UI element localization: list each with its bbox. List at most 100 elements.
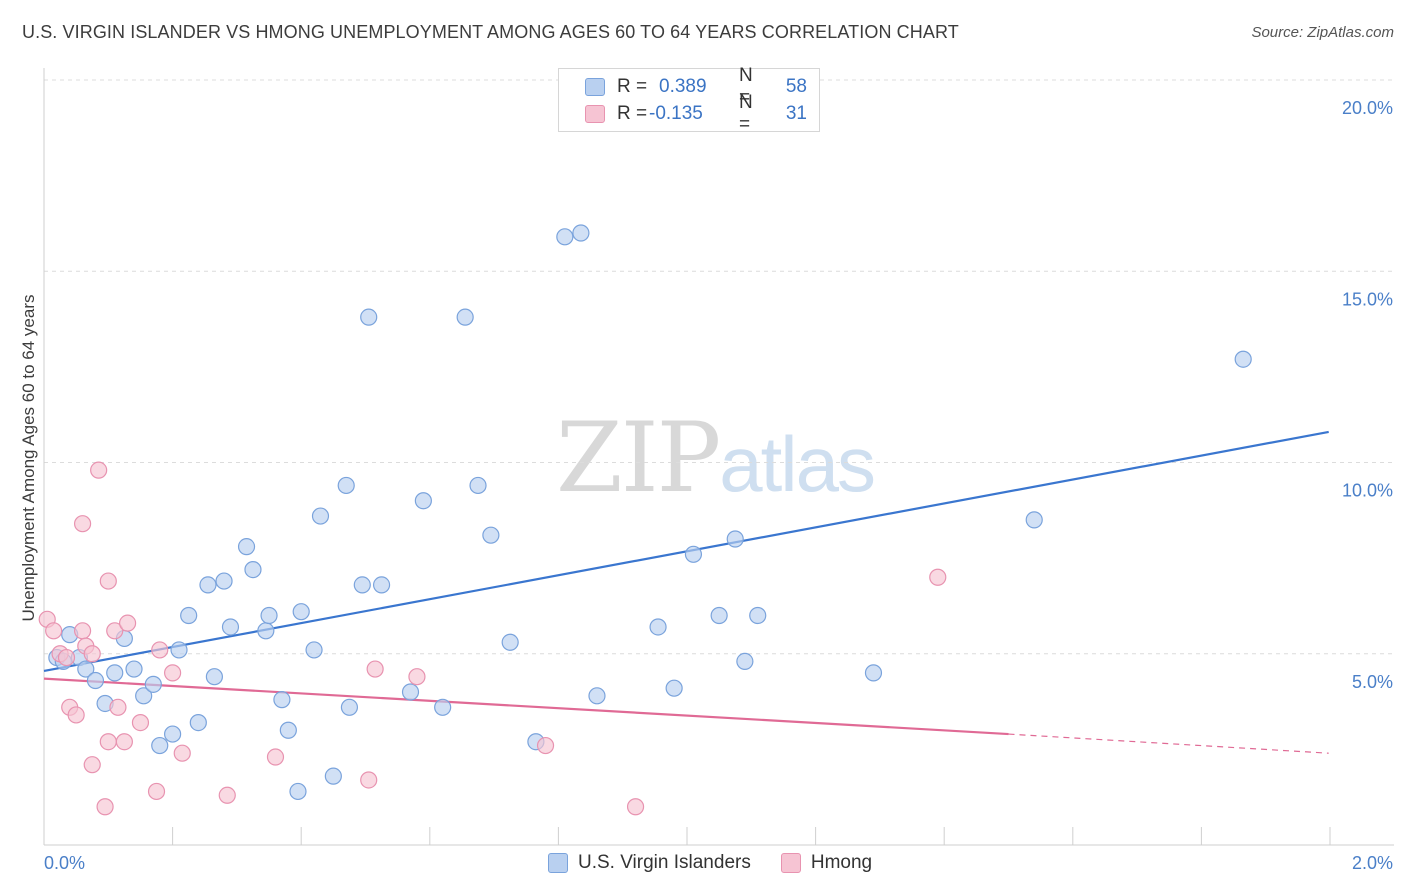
point-virgin-islanders bbox=[77, 660, 95, 678]
point-virgin-islanders bbox=[221, 618, 240, 636]
point-virgin-islanders bbox=[199, 576, 217, 594]
series-swatch-hmong bbox=[780, 853, 801, 873]
point-hmong bbox=[218, 786, 236, 804]
point-virgin-islanders bbox=[684, 545, 703, 563]
point-hmong bbox=[83, 756, 101, 774]
point-hmong bbox=[118, 614, 137, 632]
watermark-zip: ZIP bbox=[556, 402, 721, 514]
legend-r-label: R = bbox=[617, 76, 648, 97]
point-hmong bbox=[96, 798, 114, 816]
point-hmong bbox=[90, 461, 108, 479]
point-hmong bbox=[99, 733, 117, 751]
point-virgin-islanders bbox=[649, 618, 667, 636]
legend-n-label: N = bbox=[739, 65, 753, 108]
point-hmong bbox=[408, 668, 426, 686]
point-virgin-islanders bbox=[372, 576, 391, 594]
point-virgin-islanders bbox=[340, 698, 359, 716]
point-virgin-islanders bbox=[311, 507, 330, 525]
point-virgin-islanders bbox=[273, 691, 291, 709]
point-virgin-islanders bbox=[434, 698, 452, 716]
y-tick-label: 5.0% bbox=[1352, 672, 1393, 692]
series-legend-hmong: Hmong bbox=[780, 852, 872, 874]
point-virgin-islanders bbox=[1025, 511, 1043, 529]
point-hmong bbox=[536, 736, 555, 755]
point-hmong bbox=[360, 771, 378, 789]
point-virgin-islanders bbox=[257, 622, 275, 640]
point-virgin-islanders bbox=[260, 606, 278, 625]
point-virgin-islanders bbox=[180, 606, 198, 625]
x-tick-label: 2.0% bbox=[1352, 853, 1393, 873]
point-virgin-islanders bbox=[292, 603, 310, 621]
point-virgin-islanders bbox=[710, 606, 728, 625]
point-virgin-islanders bbox=[164, 725, 182, 743]
legend-n-label: N = bbox=[739, 92, 753, 135]
x-tick-label: 0.0% bbox=[44, 853, 85, 873]
point-virgin-islanders bbox=[237, 538, 256, 556]
trend-line-hmong bbox=[43, 677, 1009, 736]
point-virgin-islanders bbox=[279, 721, 297, 739]
point-virgin-islanders bbox=[360, 308, 378, 326]
point-virgin-islanders bbox=[572, 224, 590, 242]
point-virgin-islanders bbox=[324, 767, 342, 785]
legend-swatch-hmong bbox=[585, 105, 605, 123]
legend-r-value: 0.389 bbox=[659, 76, 707, 97]
tick-labels: 5.0% 10.0% 15.0% 20.0% 0.0% 2.0% bbox=[44, 98, 1393, 873]
point-virgin-islanders bbox=[456, 308, 474, 326]
data-points bbox=[38, 224, 1252, 816]
point-virgin-islanders bbox=[189, 713, 207, 732]
point-virgin-islanders bbox=[414, 492, 432, 510]
point-virgin-islanders bbox=[1234, 350, 1252, 368]
trend-lines bbox=[43, 430, 1329, 754]
point-virgin-islanders bbox=[749, 606, 767, 625]
legend-n-value: 58 bbox=[785, 76, 807, 97]
series-swatch-virgin-islanders bbox=[548, 853, 568, 873]
point-virgin-islanders bbox=[244, 560, 262, 579]
point-virgin-islanders bbox=[305, 641, 323, 659]
point-hmong bbox=[151, 641, 169, 659]
point-hmong bbox=[131, 713, 150, 732]
point-hmong bbox=[73, 515, 92, 533]
point-virgin-islanders bbox=[401, 683, 420, 701]
point-virgin-islanders bbox=[170, 641, 188, 659]
point-hmong bbox=[115, 733, 133, 751]
point-virgin-islanders bbox=[736, 652, 754, 671]
point-virgin-islanders bbox=[144, 675, 162, 693]
trend-line-hmong-extension bbox=[1008, 733, 1329, 754]
point-hmong bbox=[57, 648, 76, 667]
legend-swatch-virgin-islanders bbox=[585, 78, 605, 96]
point-virgin-islanders bbox=[135, 687, 153, 705]
point-virgin-islanders bbox=[289, 782, 307, 801]
series-legend: U.S. Virgin Islanders Hmong bbox=[548, 852, 902, 874]
point-virgin-islanders bbox=[151, 736, 169, 755]
point-hmong bbox=[929, 568, 947, 586]
point-hmong bbox=[626, 798, 645, 816]
legend-row-hmong: R = -0.135 N = 31 bbox=[585, 92, 807, 135]
legend-r-label: R = bbox=[617, 103, 648, 124]
point-hmong bbox=[99, 572, 117, 590]
point-hmong bbox=[67, 706, 85, 724]
chart-source: Source: ZipAtlas.com bbox=[1251, 24, 1394, 41]
legend-n-value: 31 bbox=[785, 103, 807, 124]
legend-row-virgin-islanders: R = 0.389 N = 58 bbox=[585, 65, 807, 108]
watermark: ZIPatlas bbox=[556, 402, 876, 514]
point-virgin-islanders bbox=[125, 660, 143, 678]
y-tick-label: 15.0% bbox=[1342, 289, 1393, 309]
point-hmong bbox=[266, 748, 285, 766]
point-hmong bbox=[164, 664, 182, 682]
point-virgin-islanders bbox=[337, 476, 355, 495]
point-hmong bbox=[83, 645, 101, 663]
point-hmong bbox=[173, 744, 191, 762]
y-tick-label: 10.0% bbox=[1342, 481, 1393, 501]
point-hmong bbox=[147, 782, 166, 801]
point-virgin-islanders bbox=[864, 664, 883, 682]
y-tick-label: 20.0% bbox=[1342, 98, 1393, 118]
series-legend-virgin-islanders: U.S. Virgin Islanders bbox=[548, 852, 751, 874]
point-hmong bbox=[109, 698, 127, 716]
point-virgin-islanders bbox=[205, 668, 223, 686]
legend-r-value: -0.135 bbox=[649, 103, 703, 124]
point-hmong bbox=[73, 622, 92, 640]
point-virgin-islanders bbox=[353, 576, 371, 594]
point-virgin-islanders bbox=[665, 679, 683, 697]
point-virgin-islanders bbox=[482, 526, 500, 544]
